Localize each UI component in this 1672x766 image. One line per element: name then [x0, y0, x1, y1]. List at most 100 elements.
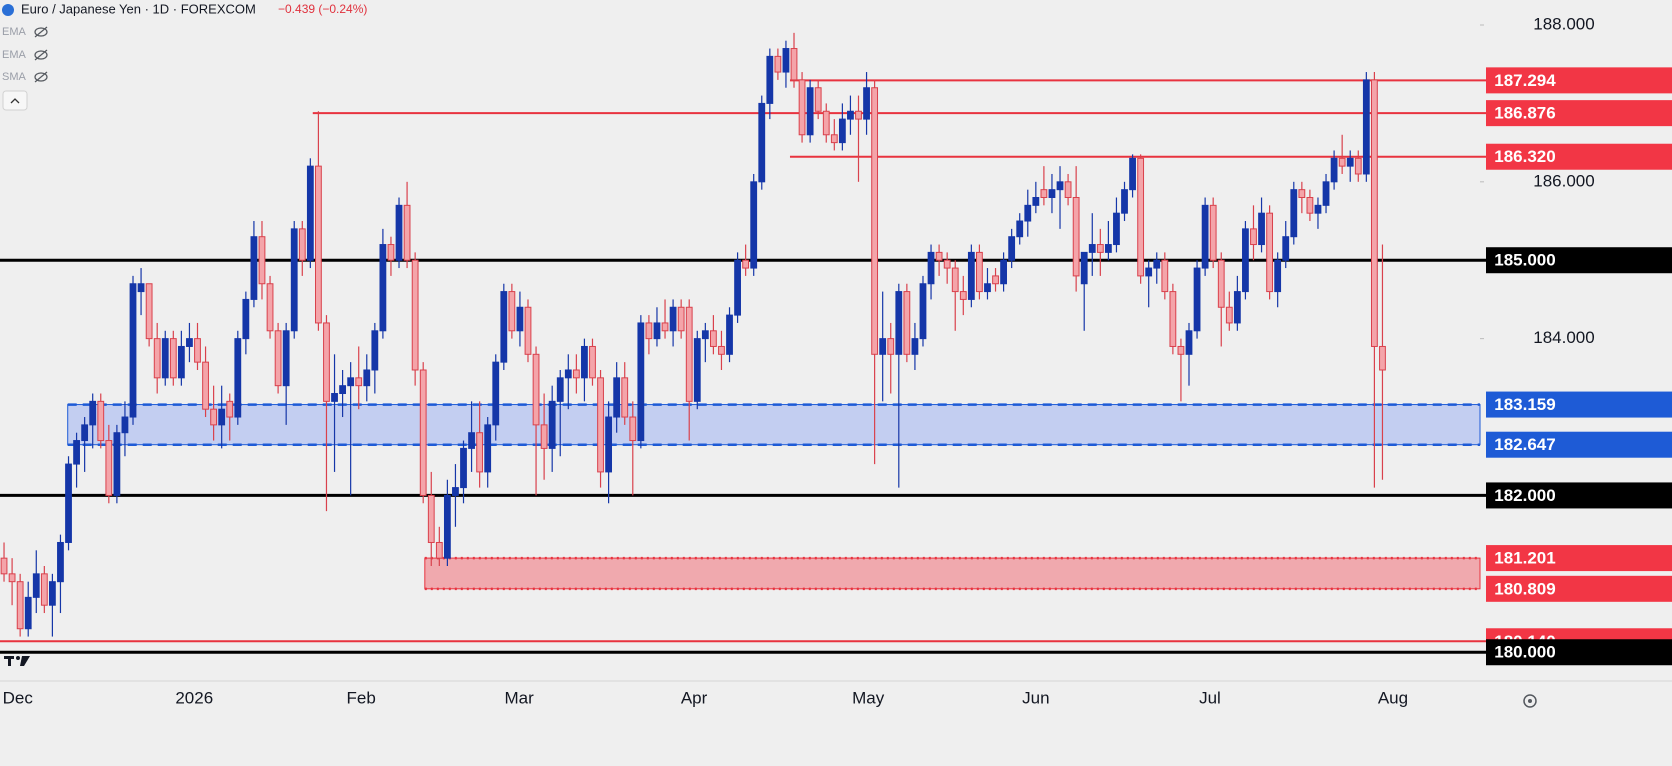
candle-body — [1080, 251, 1088, 285]
candle-body — [903, 291, 911, 355]
candle-body — [855, 110, 862, 120]
candle-body — [419, 369, 427, 496]
candle-body — [1129, 157, 1136, 191]
candle-body — [73, 440, 80, 465]
price-label: 187.294 — [1494, 71, 1556, 90]
candle-body — [637, 322, 645, 442]
candle-body — [1322, 181, 1330, 206]
candle-body — [306, 165, 314, 261]
candle-body — [701, 330, 709, 340]
candle-body — [572, 369, 580, 379]
candle-body — [709, 330, 717, 347]
collapse-button[interactable] — [2, 90, 28, 111]
candle-body — [1282, 236, 1290, 261]
candle-body — [1064, 181, 1072, 199]
candle-body — [1370, 79, 1378, 347]
candle-body — [766, 55, 774, 104]
candle-body — [121, 416, 129, 434]
x-tick-label: Mar — [504, 688, 534, 707]
candle-body — [589, 345, 596, 379]
candle-body — [621, 377, 629, 418]
indicator-label: EMA — [2, 26, 27, 38]
candle-body — [774, 55, 782, 73]
candle-body — [1314, 204, 1322, 214]
candle-body — [645, 322, 653, 340]
price-label-bg — [1486, 431, 1672, 458]
candle-body — [677, 306, 685, 332]
candle-body — [758, 102, 766, 183]
price-label: 181.201 — [1494, 549, 1555, 568]
candle-body — [460, 447, 467, 489]
price-label-bg — [1486, 482, 1672, 509]
candle-body — [323, 322, 330, 402]
candle-body — [315, 165, 322, 324]
candle-body — [387, 244, 395, 261]
x-tick-label: Jul — [1199, 688, 1221, 707]
candle-body — [476, 432, 484, 473]
candle-body — [435, 541, 443, 559]
price-label: 180.809 — [1494, 579, 1555, 598]
candle-body — [194, 338, 201, 363]
candle-body — [202, 361, 209, 410]
candle-body — [226, 400, 234, 418]
candle-body — [16, 581, 24, 630]
hidden-icons — [34, 26, 48, 83]
candle-body — [1250, 228, 1257, 246]
candle-body — [218, 408, 226, 426]
price-label-bg — [1486, 545, 1672, 572]
candle-body — [266, 283, 274, 332]
candle-body — [1161, 259, 1169, 293]
settings-icon[interactable] — [1523, 694, 1537, 708]
candle-body — [1225, 306, 1233, 324]
candle-body — [927, 251, 935, 285]
candle-body — [984, 283, 991, 293]
candle-body — [1338, 157, 1346, 167]
candle-body — [40, 573, 48, 606]
candle-body — [339, 385, 346, 395]
price-label-bg — [1486, 391, 1672, 418]
candle-body — [210, 408, 218, 426]
candle-body — [1362, 79, 1370, 175]
candle-body — [1266, 212, 1274, 293]
price-label-bg — [1486, 639, 1672, 666]
candle-body — [1088, 244, 1096, 253]
candle-body — [1193, 267, 1201, 332]
candle-body — [258, 236, 266, 285]
candle-body — [403, 204, 411, 261]
y-tick-label: 186.000 — [1533, 171, 1594, 190]
candle-body — [895, 291, 903, 355]
candle-body — [331, 393, 338, 402]
symbol-icon — [2, 4, 14, 16]
candle-body — [452, 487, 459, 496]
x-tick-label: Apr — [681, 688, 708, 707]
candle-body — [468, 432, 475, 449]
indicator-label: SMA — [2, 71, 27, 83]
candle-body — [153, 338, 161, 379]
candle-body — [1290, 189, 1298, 238]
candle-body — [532, 353, 540, 426]
candle-body — [1072, 197, 1080, 277]
price-label-bg — [1486, 143, 1672, 170]
price-label: 180.000 — [1494, 643, 1555, 662]
candle-body — [887, 338, 895, 355]
candle-body — [693, 338, 701, 402]
candle-body — [1379, 345, 1386, 371]
candle-body — [734, 259, 741, 316]
price-label: 186.876 — [1494, 104, 1555, 123]
candle-body — [653, 322, 661, 340]
candle-body — [814, 87, 822, 112]
candle-body — [347, 377, 355, 387]
candle-body — [81, 424, 89, 442]
candle-body — [395, 204, 403, 261]
candle-body — [113, 432, 121, 496]
candle-body — [1201, 204, 1209, 269]
candle-body — [427, 494, 435, 543]
candle-body — [798, 79, 806, 136]
candle-body — [379, 244, 387, 332]
candle-body — [742, 259, 750, 269]
candle-body — [685, 306, 693, 402]
x-tick-label: Dec — [3, 688, 34, 707]
candle-body — [508, 291, 516, 332]
candle-body — [669, 306, 677, 332]
